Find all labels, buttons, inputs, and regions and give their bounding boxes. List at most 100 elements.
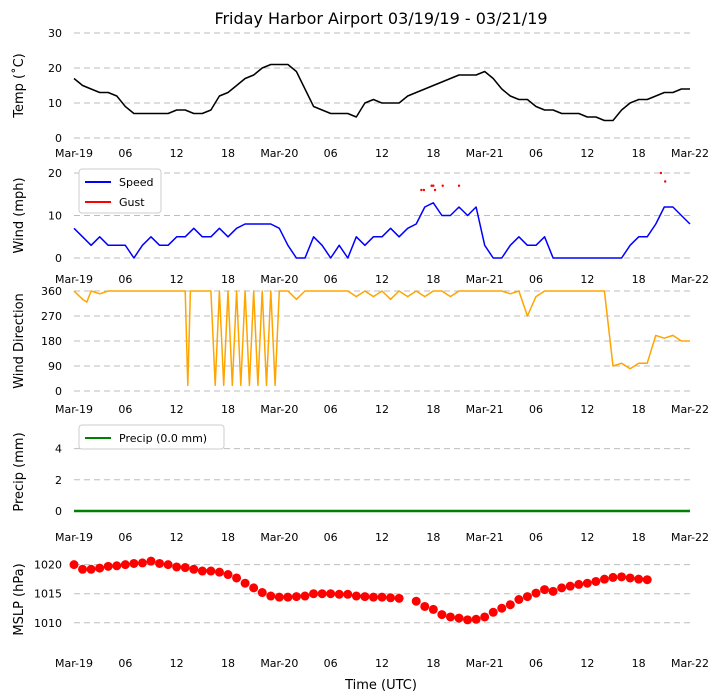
x-tick-label: 12	[170, 403, 184, 416]
gust-point	[430, 184, 433, 187]
x-tick-label: Mar-19	[55, 147, 93, 160]
legend-label: Gust	[119, 196, 145, 209]
x-tick-label: 06	[324, 273, 338, 286]
mslp-point	[146, 556, 156, 566]
x-tick-label: Mar-21	[466, 273, 504, 286]
x-tick-label: 12	[375, 273, 389, 286]
x-tick-label: 06	[324, 403, 338, 416]
x-tick-label: 18	[426, 657, 440, 670]
mslp-point	[78, 564, 88, 574]
legend-box	[78, 424, 225, 450]
mslp-point	[437, 610, 447, 620]
y-tick-label: 0	[55, 385, 62, 398]
x-tick-label: 06	[529, 531, 543, 544]
x-tick-label: 12	[170, 273, 184, 286]
series-line-direction	[73, 290, 690, 387]
panel-4: 0 2 4 Precip (mm) Mar-19 06 12 18 Mar-20 06 12 18 Ma…	[12, 424, 709, 544]
mslp-point	[95, 563, 105, 573]
x-tick-label: Mar-20	[260, 273, 298, 286]
mslp-point	[386, 593, 396, 603]
mslp-point	[368, 592, 378, 602]
x-tick-label: 12	[375, 147, 389, 160]
x-tick-label: 18	[426, 273, 440, 286]
mslp-point	[557, 583, 567, 593]
x-tick-label: 06	[118, 147, 132, 160]
mslp-point	[531, 588, 541, 598]
x-tick-label: Mar-22	[671, 531, 709, 544]
x-tick-label: 12	[580, 403, 594, 416]
x-tick-label: Mar-19	[55, 657, 93, 670]
x-tick-label: 18	[221, 273, 235, 286]
x-tick-label: Mar-22	[671, 147, 709, 160]
x-tick-label: 12	[580, 147, 594, 160]
mslp-point	[497, 603, 507, 613]
y-tick-label: 1015	[34, 588, 62, 601]
mslp-point	[291, 592, 301, 602]
mslp-point	[574, 579, 584, 589]
mslp-point	[463, 615, 473, 625]
y-tick-label: 90	[48, 360, 62, 373]
mslp-point	[480, 612, 490, 622]
mslp-point	[129, 558, 139, 568]
x-tick-label: 18	[632, 531, 646, 544]
mslp-point	[206, 566, 216, 576]
mslp-point	[309, 589, 319, 599]
x-tick-label: Mar-20	[260, 403, 298, 416]
y-tick-label: 30	[48, 27, 62, 40]
x-tick-label: Mar-20	[260, 531, 298, 544]
mslp-point	[642, 575, 652, 585]
x-tick-label: Mar-19	[55, 531, 93, 544]
x-tick-label: Mar-20	[260, 657, 298, 670]
mslp-point	[112, 561, 122, 571]
x-tick-label: 18	[221, 147, 235, 160]
y-tick-label: 4	[55, 443, 62, 456]
x-tick-label: 06	[529, 657, 543, 670]
mslp-point	[540, 585, 550, 595]
y-tick-label: 180	[41, 335, 62, 348]
x-tick-label: Mar-22	[671, 657, 709, 670]
mslp-point	[634, 574, 644, 584]
x-tick-label: 18	[221, 403, 235, 416]
mslp-point	[163, 560, 173, 570]
gust-point	[457, 184, 461, 187]
mslp-point	[599, 574, 609, 584]
chart-title: Friday Harbor Airport 03/19/19 - 03/21/1…	[214, 9, 547, 28]
mslp-point	[548, 586, 558, 596]
x-tick-label: Mar-21	[466, 657, 504, 670]
mslp-point	[411, 596, 421, 606]
x-tick-label: Mar-21	[466, 531, 504, 544]
gust-point	[433, 188, 437, 192]
x-tick-label: 06	[118, 531, 132, 544]
x-tick-label: 12	[375, 657, 389, 670]
y-tick-label: 1020	[34, 559, 62, 572]
mslp-point	[326, 589, 336, 599]
x-tick-label: 12	[375, 531, 389, 544]
x-tick-label: 06	[324, 531, 338, 544]
gust-point	[663, 180, 667, 183]
x-tick-label: 18	[632, 403, 646, 416]
y-tick-label: 1010	[34, 617, 62, 630]
x-tick-label: 18	[221, 657, 235, 670]
x-tick-label: 18	[632, 147, 646, 160]
mslp-point	[180, 563, 190, 573]
panel-5: 1010 1015 1020 MSLP (hPa) Mar-19 06 12 18 Mar-20…	[12, 556, 709, 670]
x-tick-label: Mar-19	[55, 273, 93, 286]
x-tick-label: 12	[170, 147, 184, 160]
gust-point	[422, 188, 426, 192]
x-tick-label: 06	[529, 147, 543, 160]
mslp-point	[283, 592, 293, 602]
mslp-point	[317, 589, 327, 599]
mslp-point	[172, 562, 182, 572]
x-tick-label: Mar-21	[466, 403, 504, 416]
mslp-point	[155, 558, 165, 568]
y-tick-label: 0	[55, 252, 62, 265]
mslp-point	[189, 564, 199, 574]
mslp-point	[625, 573, 635, 583]
y-tick-label: 0	[55, 132, 62, 145]
mslp-point	[445, 612, 455, 622]
x-tick-label: 06	[118, 657, 132, 670]
mslp-point	[488, 607, 498, 617]
mslp-point	[454, 613, 464, 623]
